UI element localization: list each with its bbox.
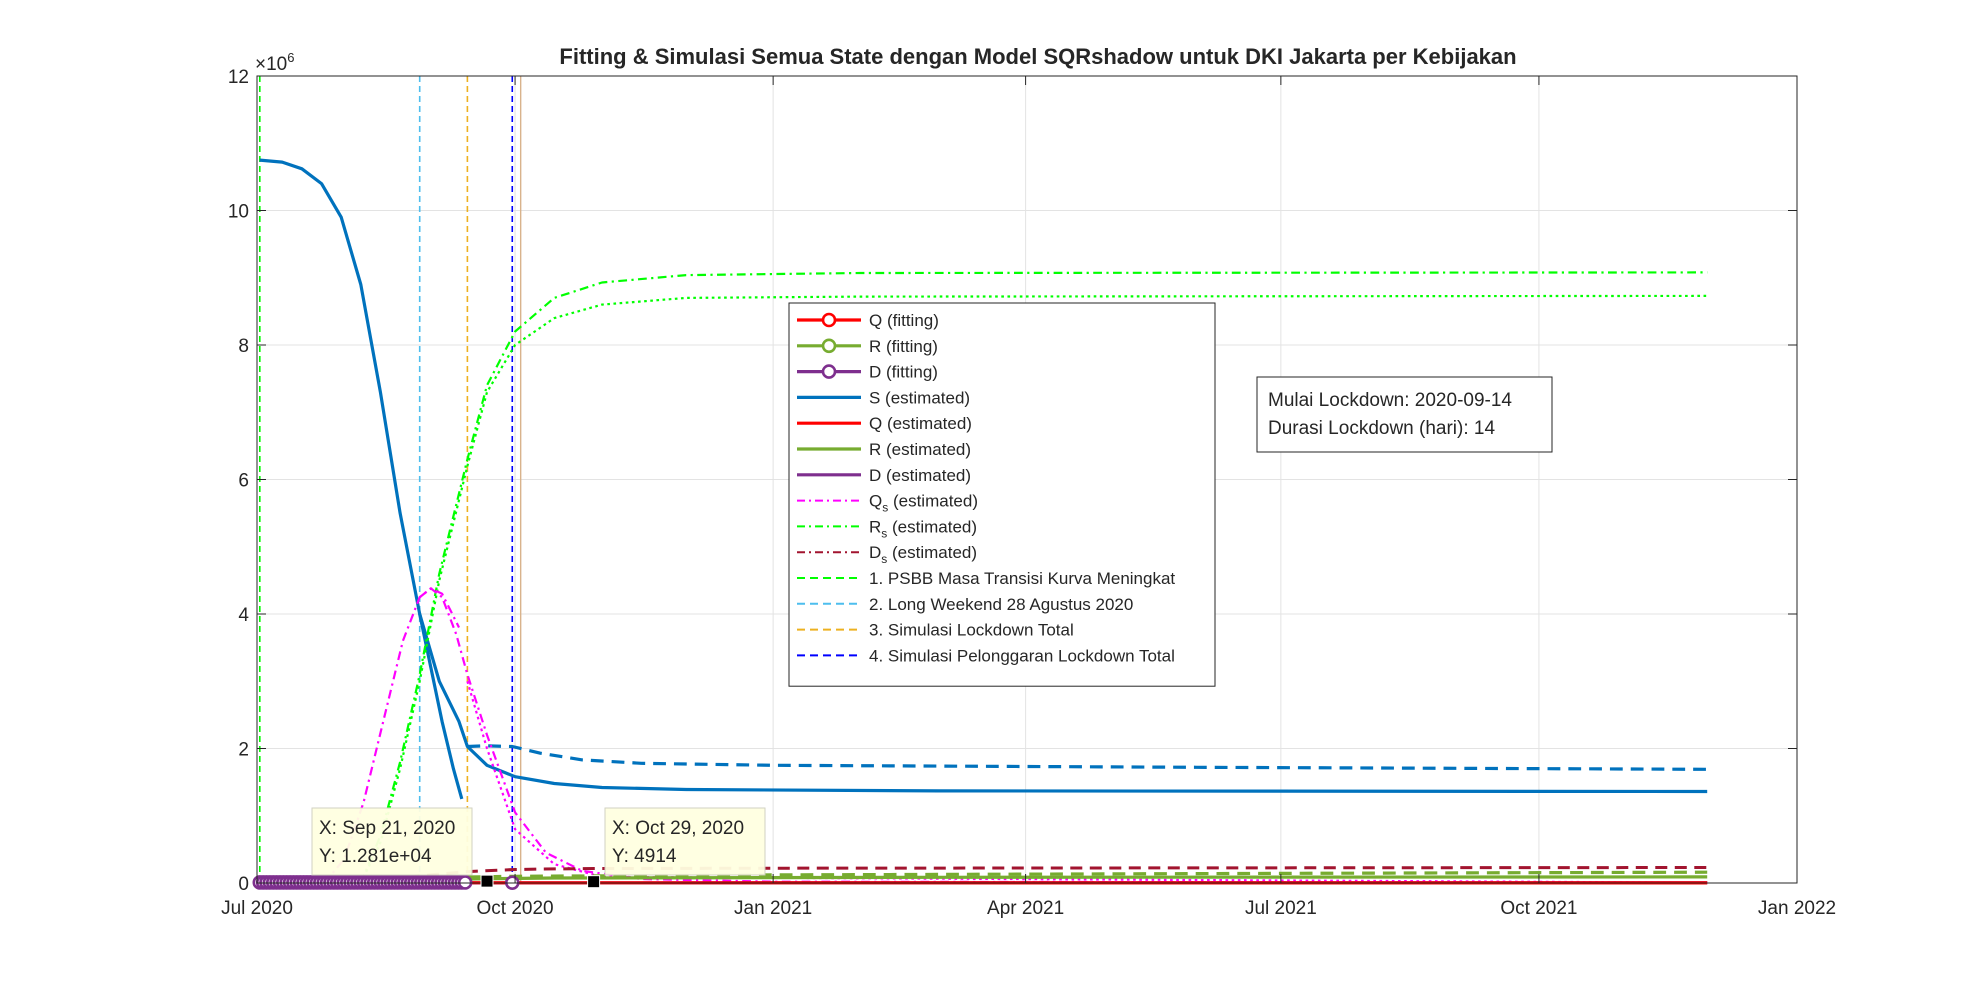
x-tick-label: Apr 2021 (987, 898, 1064, 919)
y-tick-label: 6 (238, 471, 249, 492)
datatip-point (481, 875, 493, 887)
y-tick-label: 8 (238, 336, 249, 357)
chart-title: Fitting & Simulasi Semua State dengan Mo… (559, 44, 1516, 69)
legend-label: R (fitting) (869, 337, 938, 356)
legend-label: S (estimated) (869, 388, 970, 407)
y-tick-label: 10 (228, 202, 249, 223)
datatip-x: X: Oct 29, 2020 (612, 818, 744, 839)
datatip-y: Y: 1.281e+04 (319, 846, 432, 867)
legend-label: Q (fitting) (869, 311, 939, 330)
lockdown-annotation: Mulai Lockdown: 2020-09-14 Durasi Lockdow… (1257, 377, 1552, 452)
legend-label: 2. Long Weekend 28 Agustus 2020 (869, 595, 1133, 614)
legend-marker (823, 314, 835, 326)
legend-label: D (estimated) (869, 466, 971, 485)
y-tick-label: 4 (238, 605, 249, 626)
legend-label: D (fitting) (869, 363, 938, 382)
x-tick-label: Oct 2020 (477, 898, 554, 919)
x-tick-label: Oct 2021 (1500, 898, 1577, 919)
annotation-line-1: Mulai Lockdown: 2020-09-14 (1268, 390, 1512, 411)
y-tick-label: 12 (228, 67, 249, 88)
datatip-x: X: Sep 21, 2020 (319, 818, 455, 839)
x-tick-label: Jul 2020 (221, 898, 293, 919)
annotation-box (1257, 377, 1552, 452)
annotation-line-2: Durasi Lockdown (hari): 14 (1268, 418, 1495, 439)
legend-label: 4. Simulasi Pelonggaran Lockdown Total (869, 646, 1175, 665)
y-tick-label: 0 (238, 874, 249, 895)
y-tick-label: 2 (238, 740, 249, 761)
legend: Q (fitting) R (fitting) D (fitting) S (esti… (789, 303, 1215, 686)
legend-marker (823, 366, 835, 378)
datatip-point (588, 876, 600, 888)
x-tick-label: Jan 2022 (1758, 898, 1836, 919)
legend-label: Q (estimated) (869, 414, 972, 433)
legend-label: R (estimated) (869, 440, 971, 459)
legend-marker (823, 340, 835, 352)
x-tick-label: Jan 2021 (734, 898, 812, 919)
legend-label: 3. Simulasi Lockdown Total (869, 621, 1074, 640)
legend-label: 1. PSBB Masa Transisi Kurva Meningkat (869, 569, 1175, 588)
fitting-point (459, 876, 471, 888)
datatip-y: Y: 4914 (612, 846, 677, 867)
x-tick-label: Jul 2021 (1245, 898, 1317, 919)
